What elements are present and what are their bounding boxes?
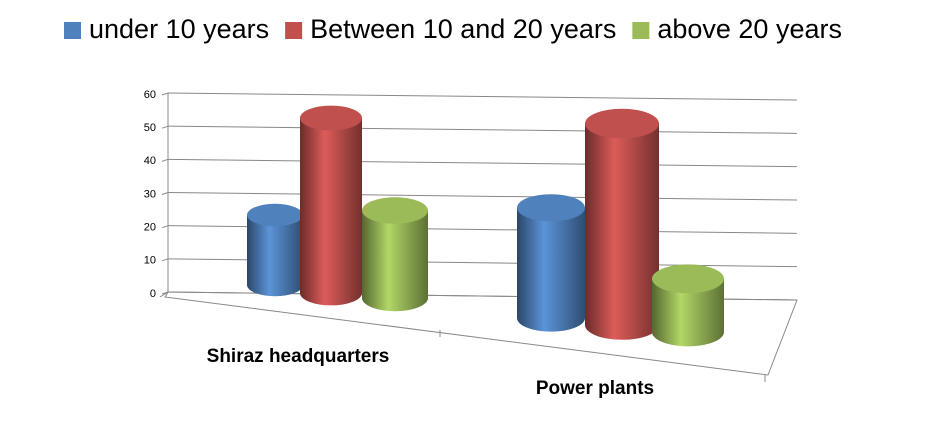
legend-label: under 10 years xyxy=(89,14,269,44)
bar-top xyxy=(652,264,724,294)
tick-mark xyxy=(161,225,169,229)
bar xyxy=(585,108,659,340)
legend-label: Between 10 and 20 years xyxy=(310,14,616,44)
bar-body xyxy=(517,207,585,318)
x-tick-label: Shiraz headquarters xyxy=(207,346,390,367)
bar-top xyxy=(362,197,428,224)
y-tick-label: 0 xyxy=(150,288,156,300)
bar-top xyxy=(247,203,303,227)
legend-swatch xyxy=(632,22,650,39)
bar-top xyxy=(300,105,362,131)
x-tick-label: Power plants xyxy=(536,378,654,399)
bar-top xyxy=(585,108,659,139)
bar xyxy=(247,203,303,297)
bar-top xyxy=(517,194,585,222)
y-tick-label: 50 xyxy=(144,122,156,134)
legend-swatch xyxy=(64,22,81,39)
y-tick-label: 60 xyxy=(144,89,156,101)
y-tick-label: 40 xyxy=(144,155,156,167)
grid-line xyxy=(167,92,798,101)
tick-mark xyxy=(161,291,169,295)
tick-mark xyxy=(161,92,169,96)
bar xyxy=(362,197,428,312)
grid-line xyxy=(167,192,798,201)
y-tick-label: 20 xyxy=(144,222,156,234)
bar-body xyxy=(300,118,362,293)
grid-line xyxy=(167,125,798,134)
tick-mark xyxy=(161,125,169,129)
y-tick-label: 30 xyxy=(144,188,156,200)
bar-body xyxy=(362,210,428,298)
grid-line xyxy=(167,158,798,168)
tick-mark xyxy=(161,192,169,195)
tick-mark xyxy=(161,258,169,262)
legend-label: above 20 years xyxy=(657,14,842,44)
bar-body xyxy=(247,215,303,285)
bar-body xyxy=(585,123,659,325)
bar xyxy=(300,105,362,306)
tick-mark xyxy=(161,158,169,162)
y-tick-label: 10 xyxy=(144,255,156,267)
legend-swatch xyxy=(285,22,303,39)
bar xyxy=(517,194,585,332)
bar xyxy=(652,264,724,347)
legend: under 10 years Between 10 and 20 years abo… xyxy=(64,14,842,44)
